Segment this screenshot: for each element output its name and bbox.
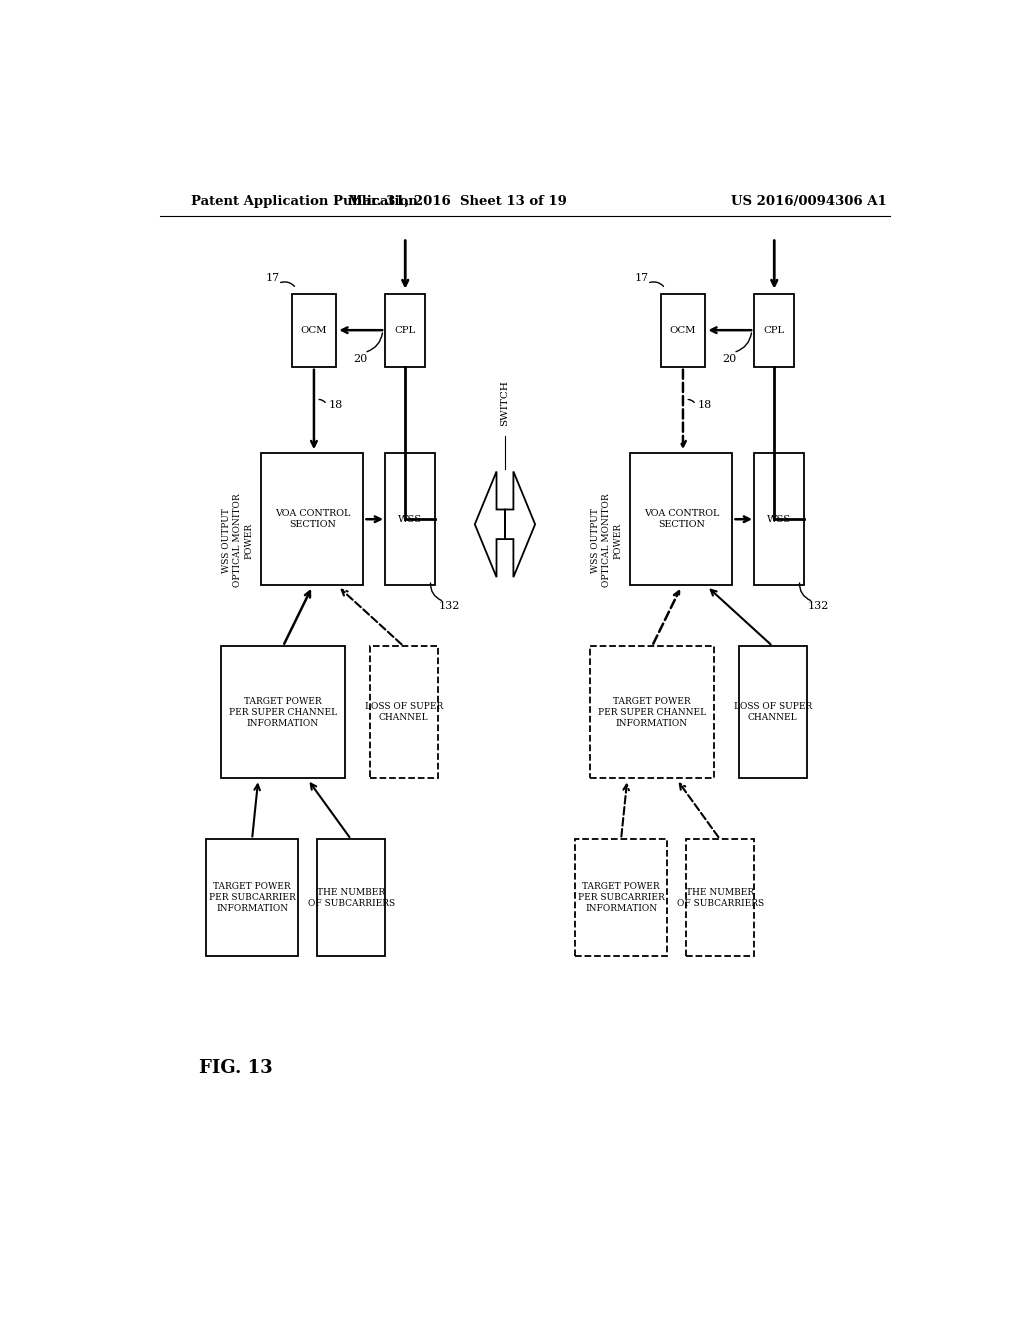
Text: THE NUMBER
OF SUBCARRIERS: THE NUMBER OF SUBCARRIERS [677, 888, 764, 908]
Bar [662, 293, 705, 367]
Text: 17: 17 [265, 273, 280, 284]
Bar [754, 293, 795, 367]
Text: 18: 18 [697, 400, 712, 411]
Text: WSS: WSS [397, 515, 422, 524]
Text: VOA CONTROL
SECTION: VOA CONTROL SECTION [644, 510, 719, 529]
Bar [292, 293, 336, 367]
Bar [574, 840, 668, 956]
Bar [206, 840, 298, 956]
Text: VOA CONTROL
SECTION: VOA CONTROL SECTION [274, 510, 350, 529]
Bar [738, 647, 807, 779]
Text: 20: 20 [353, 354, 368, 363]
Text: Patent Application Publication: Patent Application Publication [191, 194, 418, 207]
Text: WSS OUTPUT
OPTICAL MONITOR
POWER: WSS OUTPUT OPTICAL MONITOR POWER [591, 494, 623, 587]
Text: CPL: CPL [394, 326, 416, 335]
Text: Mar. 31, 2016  Sheet 13 of 19: Mar. 31, 2016 Sheet 13 of 19 [348, 194, 566, 207]
Text: 17: 17 [635, 273, 648, 284]
Text: OCM: OCM [670, 326, 696, 335]
Bar [385, 453, 434, 585]
Text: TARGET POWER
PER SUBCARRIER
INFORMATION: TARGET POWER PER SUBCARRIER INFORMATION [209, 882, 295, 913]
Text: OCM: OCM [301, 326, 328, 335]
Bar [317, 840, 385, 956]
Text: 20: 20 [722, 354, 736, 363]
Text: TARGET POWER
PER SUPER CHANNEL
INFORMATION: TARGET POWER PER SUPER CHANNEL INFORMATI… [598, 697, 707, 727]
Text: WSS: WSS [767, 515, 791, 524]
Bar [370, 647, 437, 779]
Text: TARGET POWER
PER SUPER CHANNEL
INFORMATION: TARGET POWER PER SUPER CHANNEL INFORMATI… [229, 697, 337, 727]
Bar [686, 840, 754, 956]
Text: 18: 18 [329, 400, 342, 411]
Bar [261, 453, 364, 585]
Text: US 2016/0094306 A1: US 2016/0094306 A1 [731, 194, 887, 207]
Text: 132: 132 [808, 601, 829, 611]
Text: 132: 132 [438, 601, 460, 611]
Text: LOSS OF SUPER
CHANNEL: LOSS OF SUPER CHANNEL [365, 702, 442, 722]
Text: TARGET POWER
PER SUBCARRIER
INFORMATION: TARGET POWER PER SUBCARRIER INFORMATION [578, 882, 665, 913]
Bar [221, 647, 345, 779]
Text: CPL: CPL [764, 326, 784, 335]
Text: SWITCH: SWITCH [501, 380, 510, 426]
Text: THE NUMBER
OF SUBCARRIERS: THE NUMBER OF SUBCARRIERS [307, 888, 394, 908]
Text: WSS OUTPUT
OPTICAL MONITOR
POWER: WSS OUTPUT OPTICAL MONITOR POWER [222, 494, 253, 587]
Bar [385, 293, 425, 367]
Bar [631, 453, 732, 585]
Text: FIG. 13: FIG. 13 [200, 1059, 273, 1077]
Bar [754, 453, 804, 585]
Bar [590, 647, 714, 779]
Text: LOSS OF SUPER
CHANNEL: LOSS OF SUPER CHANNEL [733, 702, 812, 722]
